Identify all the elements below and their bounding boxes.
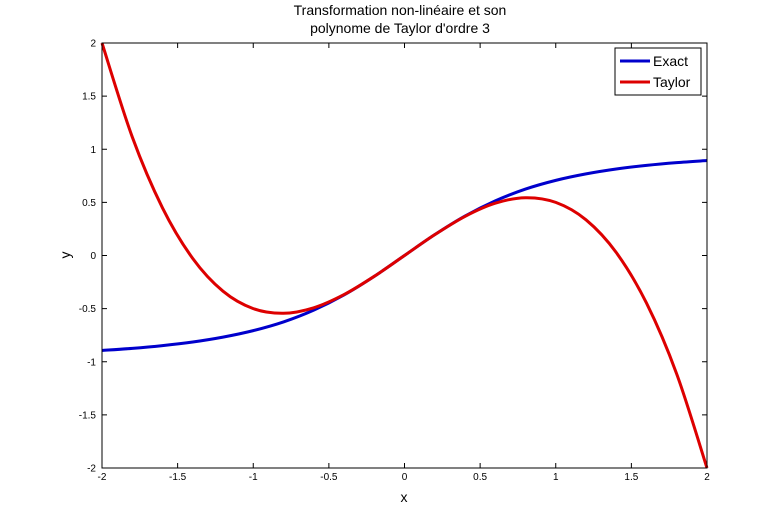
legend-label-exact: Exact	[653, 53, 688, 69]
legend-label-taylor: Taylor	[653, 74, 691, 90]
y-tick-label: 2	[90, 39, 96, 50]
chart-title-line-2: polynome de Taylor d'ordre 3	[310, 20, 490, 36]
y-tick-label: -0.5	[79, 304, 97, 315]
series-layer	[100, 42, 709, 469]
y-axis-label: y	[57, 252, 73, 259]
y-tick-label: -2	[87, 464, 96, 475]
series-line-taylor	[100, 42, 709, 469]
y-tick-label: 1	[90, 145, 96, 156]
legend: Exact Taylor	[614, 47, 702, 96]
y-tick-label: 0.5	[82, 198, 96, 209]
x-tick-label: 1.5	[624, 472, 638, 483]
x-tick-label: 0	[402, 472, 408, 483]
x-tick-label: -2	[98, 472, 107, 483]
x-tick-label: 1	[553, 472, 559, 483]
x-tick-label: -0.5	[320, 472, 338, 483]
y-tick-label: 1.5	[82, 92, 96, 103]
x-tick-label: 2	[704, 472, 710, 483]
x-axis-label: x	[401, 489, 408, 505]
y-tick-label: -1	[87, 357, 96, 368]
x-tick-label: -1.5	[169, 472, 187, 483]
y-tick-label: -1.5	[79, 410, 97, 421]
y-tick-label: 0	[90, 251, 96, 262]
x-tick-label: 0.5	[473, 472, 487, 483]
y-ticks: -2 -1.5 -1 -0.5 0 0.5 1 1.5 2	[79, 39, 707, 475]
legend-box	[614, 47, 702, 96]
x-tick-label: -1	[249, 472, 258, 483]
chart-title-line-1: Transformation non-linéaire et son	[294, 2, 507, 18]
x-ticks: -2 -1.5 -1 -0.5 0 0.5 1 1.5 2	[98, 43, 710, 483]
